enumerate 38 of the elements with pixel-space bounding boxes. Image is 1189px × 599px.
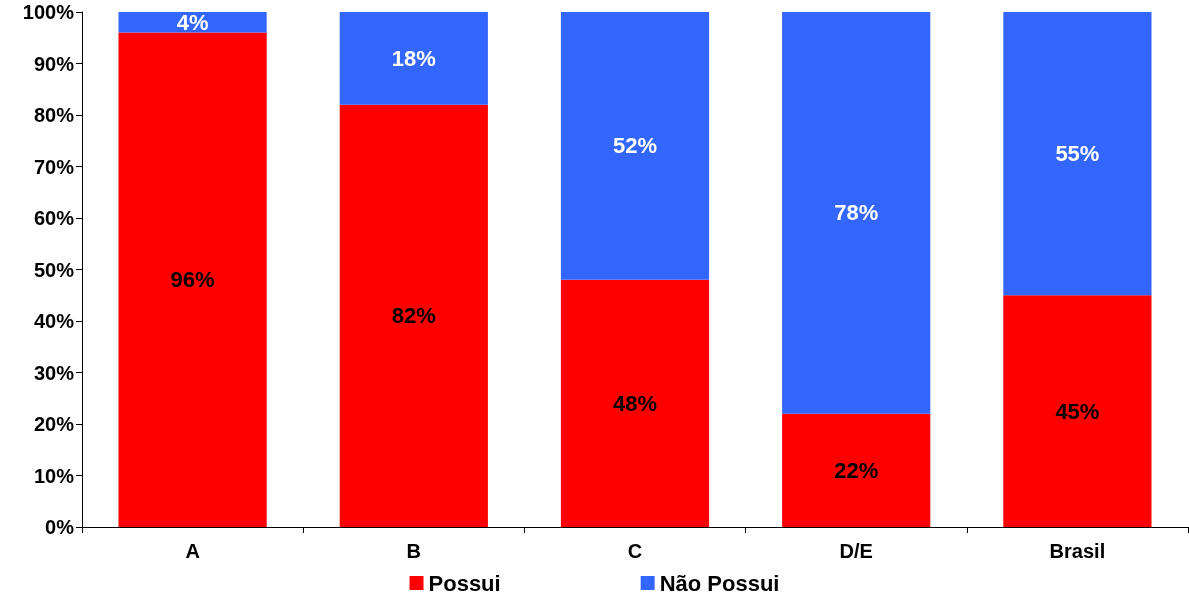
bar — [560, 279, 710, 527]
bar — [782, 12, 931, 414]
data-label: 78% — [834, 200, 879, 226]
y-tick-label: 50% — [33, 258, 75, 281]
data-label: 45% — [1055, 398, 1100, 424]
y-tick-label: 70% — [33, 155, 75, 178]
y-tick-label: 0% — [45, 516, 75, 538]
y-tick-label: 80% — [33, 104, 75, 126]
x-tick-label: B — [406, 540, 422, 562]
bar — [560, 12, 710, 280]
bar — [339, 12, 488, 105]
y-tick-label: 40% — [33, 310, 75, 332]
data-label: 4% — [176, 9, 209, 35]
bar — [339, 104, 488, 527]
y-tick-label: 20% — [33, 413, 75, 435]
x-tick-label: A — [185, 540, 200, 562]
y-tick-label: 30% — [33, 361, 75, 384]
x-tick-label: C — [627, 540, 643, 562]
data-label: 22% — [834, 457, 879, 483]
bar — [782, 413, 931, 527]
y-tick-label: 10% — [33, 464, 75, 487]
legend-label: Não Possui — [659, 570, 780, 596]
data-label: 18% — [391, 45, 436, 71]
bar — [1003, 295, 1152, 527]
y-tick-label: 90% — [33, 52, 75, 75]
data-label: 55% — [1055, 141, 1100, 167]
data-label: 82% — [391, 303, 436, 329]
y-tick-label: 60% — [33, 207, 75, 229]
x-tick-label: Brasil — [1049, 540, 1106, 562]
data-label: 96% — [170, 267, 215, 293]
bar — [1003, 12, 1152, 296]
data-label: 52% — [612, 133, 658, 159]
bar — [118, 32, 267, 527]
x-tick-label: D/E — [839, 540, 873, 562]
y-tick-label: 100% — [22, 1, 75, 23]
bar — [118, 12, 267, 33]
legend-label: Possui — [428, 570, 501, 596]
data-label: 48% — [612, 390, 658, 416]
